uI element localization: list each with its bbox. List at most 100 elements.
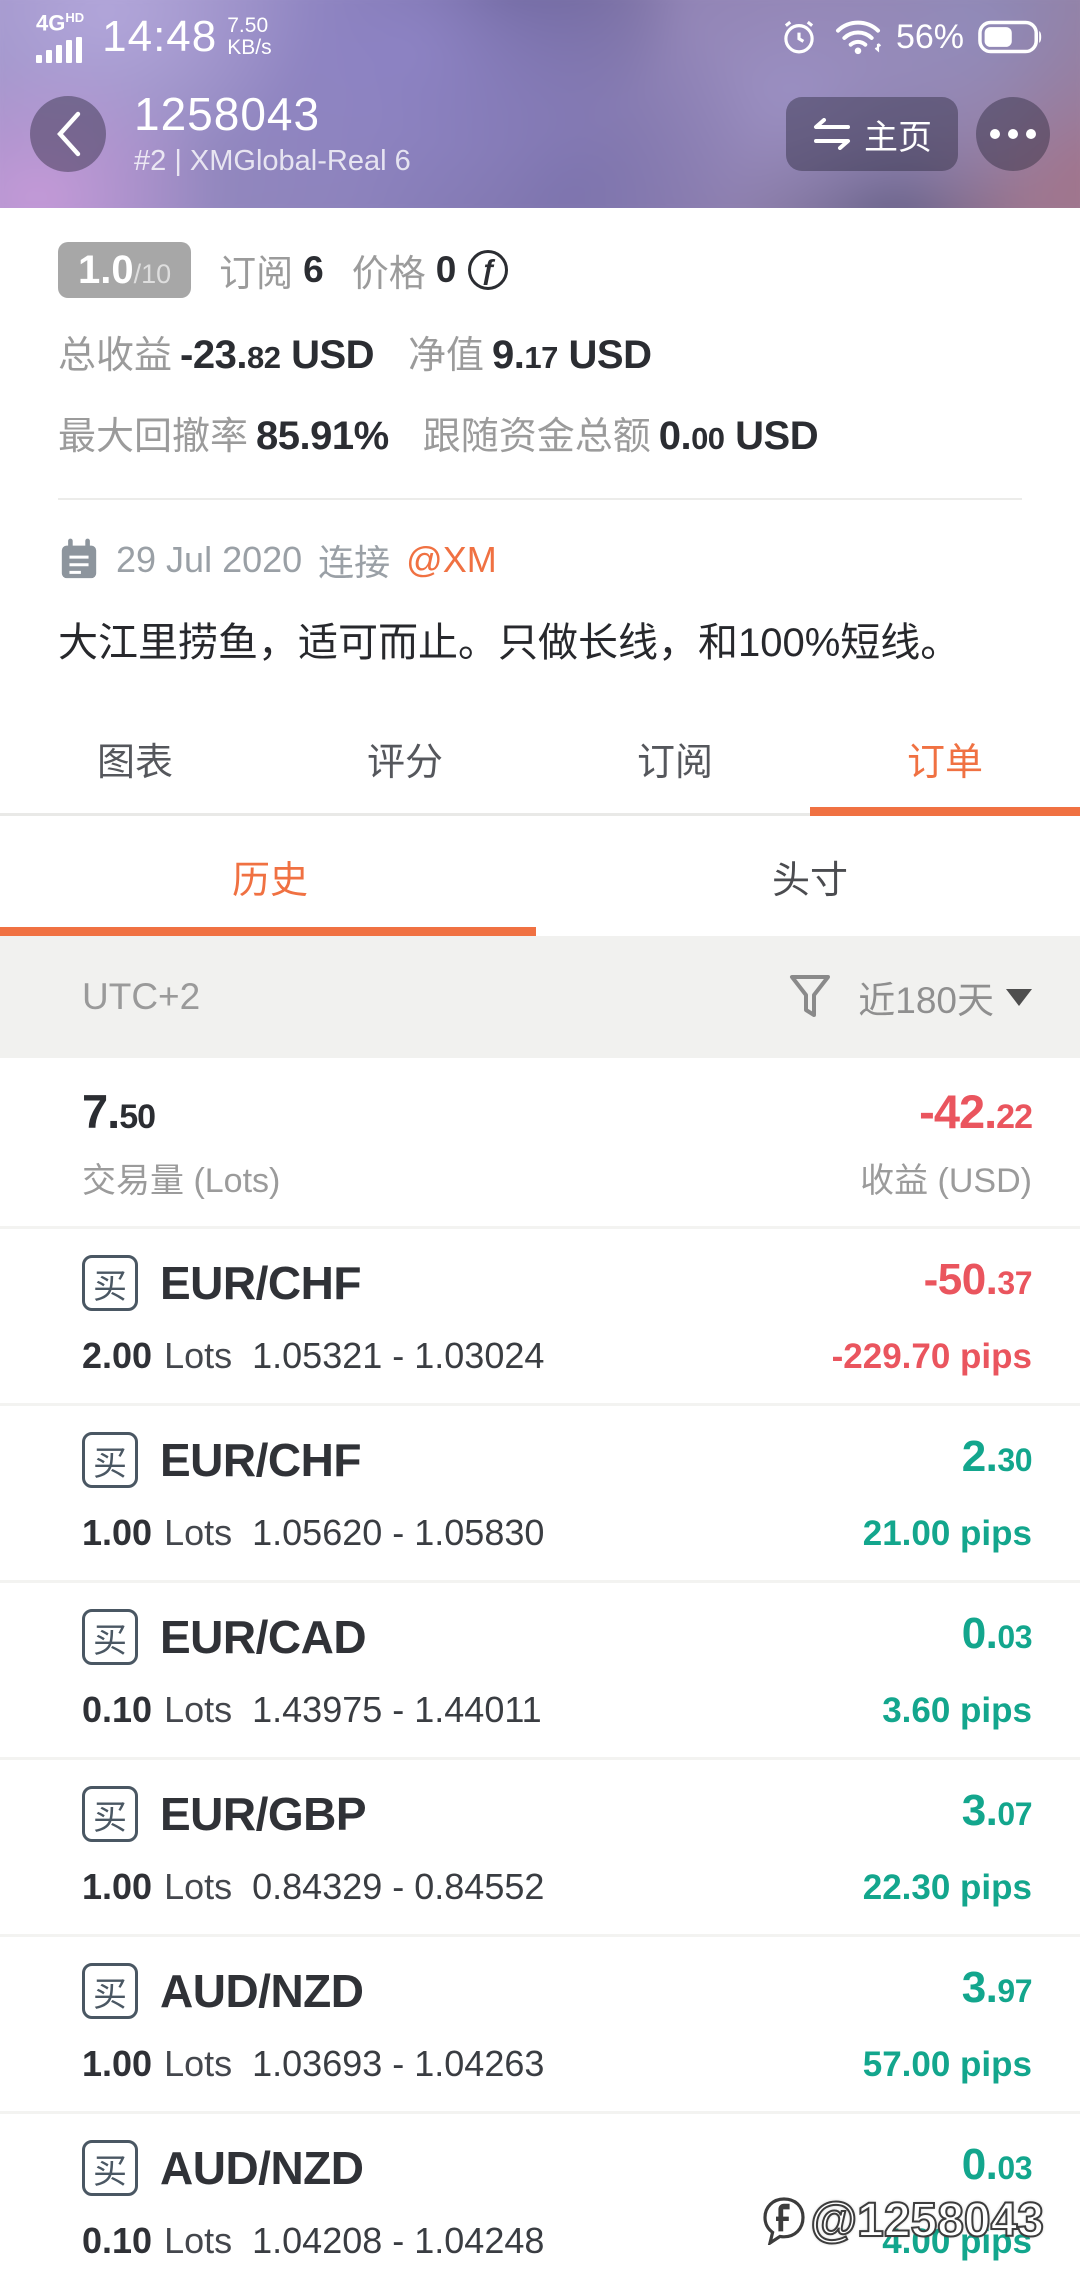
more-options-button[interactable]	[976, 97, 1050, 171]
subscriber-stat: 订阅 6	[219, 249, 324, 294]
calendar-icon	[61, 538, 97, 579]
title-block: 1258043 #2 | XMGlobal-Real 6	[134, 90, 411, 177]
divider	[58, 498, 1022, 500]
order-details: 0.10 Lots 1.43975 - 1.44011	[82, 1689, 542, 1731]
order-right: 0.03 4.00 pips	[882, 2140, 1032, 2280]
order-right: 3.07 22.30 pips	[862, 1786, 1033, 1934]
order-lots: 0.10	[82, 2220, 153, 2261]
rating-max: /10	[133, 259, 172, 289]
tab-charts[interactable]: 图表	[96, 742, 173, 784]
order-lots: 2.00	[82, 1335, 153, 1376]
order-left: 买 AUD/NZD 1.00 Lots 1.03693 - 1.04263	[82, 1963, 544, 2111]
order-left: 买 AUD/NZD 0.10 Lots 1.04208 - 1.04248	[82, 2140, 544, 2280]
profile-header: 4GHD 14:48 7.50 KB/s 56%	[0, 0, 1080, 208]
order-symbol: EUR/CHF	[160, 1257, 361, 1309]
filter-funnel-icon[interactable]	[788, 973, 832, 1021]
score-row: 1.0/10 订阅 6 价格 0 ƒ	[58, 242, 1022, 298]
home-button-label: 主页	[864, 118, 932, 157]
profile-metrics: 1.0/10 订阅 6 价格 0 ƒ 总收益 -23.82 USD 净值 9.1…	[0, 208, 1080, 670]
order-price-range: 1.05620 - 1.05830	[252, 1512, 545, 1553]
order-lots-unit: Lots	[164, 2220, 233, 2261]
account-subtitle: #2 | XMGlobal-Real 6	[134, 144, 411, 177]
order-row[interactable]: 买 EUR/CHF 2.00 Lots 1.05321 - 1.03024 -5…	[0, 1229, 1080, 1406]
filter-bar: UTC+2 近180天	[0, 936, 1080, 1058]
order-price-range: 1.05321 - 1.03024	[252, 1335, 545, 1376]
order-pips: 57.00 pips	[862, 2045, 1032, 2084]
order-row[interactable]: 买 AUD/NZD 0.10 Lots 1.04208 - 1.04248 0.…	[0, 2114, 1080, 2280]
battery-percent: 56%	[895, 17, 964, 56]
order-left: 买 EUR/GBP 1.00 Lots 0.84329 - 0.84552	[82, 1786, 544, 1934]
order-lots-unit: Lots	[164, 1689, 233, 1730]
tab-orders[interactable]: 订单	[810, 704, 1080, 816]
home-button[interactable]: 主页	[786, 97, 958, 171]
subtab-positions[interactable]: 头寸	[771, 859, 848, 902]
join-date: 29 Jul 2020	[116, 539, 303, 580]
volume-summary: 7.50 交易量 (Lots)	[82, 1084, 280, 1202]
order-list: 买 EUR/CHF 2.00 Lots 1.05321 - 1.03024 -5…	[0, 1226, 1080, 2280]
profit-summary: -42.22 收益 (USD)	[860, 1084, 1033, 1202]
join-verb: 连接	[318, 542, 391, 583]
order-price-range: 1.04208 - 1.04248	[252, 2220, 545, 2261]
wifi-icon	[835, 20, 882, 55]
chevron-left-icon	[57, 111, 81, 157]
follow-funds: 跟随资金总额 0.00 USD	[422, 414, 819, 458]
order-profit: 2.30	[961, 1432, 1033, 1481]
buy-badge: 买	[82, 1963, 138, 2019]
tab-rating[interactable]: 评分	[366, 742, 443, 784]
profit-row: 总收益 -23.82 USD 净值 9.17 USD	[58, 324, 1022, 379]
order-lots: 1.00	[82, 1866, 153, 1907]
buy-badge: 买	[82, 1432, 138, 1488]
order-lots-unit: Lots	[164, 2043, 233, 2084]
buy-badge: 买	[82, 1786, 138, 1842]
total-profit-label: 收益 (USD)	[860, 1162, 1032, 1200]
timezone-label: UTC+2	[82, 976, 201, 1017]
price-stat: 价格 0 ƒ	[352, 243, 509, 297]
order-details: 2.00 Lots 1.05321 - 1.03024	[82, 1335, 544, 1377]
nav-row: 1258043 #2 | XMGlobal-Real 6 主页	[0, 90, 1080, 177]
fcoin-icon: ƒ	[468, 250, 509, 290]
order-left: 买 EUR/CHF 1.00 Lots 1.05620 - 1.05830	[82, 1432, 544, 1580]
order-pips: 21.00 pips	[862, 1514, 1032, 1553]
order-right: -50.37 -229.70 pips	[832, 1255, 1033, 1403]
order-subtabs: 历史 头寸	[0, 816, 1080, 936]
order-lots-unit: Lots	[164, 1335, 233, 1376]
status-time: 14:48	[102, 12, 218, 61]
order-row[interactable]: 买 EUR/CAD 0.10 Lots 1.43975 - 1.44011 0.…	[0, 1583, 1080, 1760]
rating-value: 1.0	[78, 248, 134, 292]
alarm-clock-icon	[784, 20, 814, 54]
rating-badge: 1.0/10	[58, 242, 192, 298]
back-button[interactable]	[30, 96, 106, 172]
network-speed: 7.50 KB/s	[227, 13, 272, 59]
order-symbol: AUD/NZD	[160, 1965, 364, 2017]
order-lots: 1.00	[82, 1512, 153, 1553]
order-pips: 3.60 pips	[882, 1691, 1032, 1730]
order-pips: 22.30 pips	[862, 1868, 1032, 1907]
order-lots-unit: Lots	[164, 1512, 233, 1553]
buy-badge: 买	[82, 1609, 138, 1665]
order-profit: -50.37	[923, 1255, 1033, 1304]
order-profit: 0.03	[961, 1609, 1033, 1658]
order-profit: 3.07	[961, 1786, 1033, 1835]
order-lots-unit: Lots	[164, 1866, 233, 1907]
order-details: 1.00 Lots 1.05620 - 1.05830	[82, 1512, 544, 1554]
order-left: 买 EUR/CAD 0.10 Lots 1.43975 - 1.44011	[82, 1609, 542, 1757]
total-profit: 总收益 -23.82 USD	[58, 333, 375, 377]
trader-bio: 大江里捞鱼，适可而止。只做长线，和100%短线。	[58, 621, 961, 665]
order-row[interactable]: 买 EUR/GBP 1.00 Lots 0.84329 - 0.84552 3.…	[0, 1760, 1080, 1937]
tab-subscribe[interactable]: 订阅	[636, 742, 713, 784]
order-row[interactable]: 买 AUD/NZD 1.00 Lots 1.03693 - 1.04263 3.…	[0, 1937, 1080, 2114]
order-right: 2.30 21.00 pips	[862, 1432, 1033, 1580]
order-left: 买 EUR/CHF 2.00 Lots 1.05321 - 1.03024	[82, 1255, 544, 1403]
total-profit-value: -42.22	[919, 1085, 1033, 1138]
battery-icon	[978, 20, 1042, 54]
order-row[interactable]: 买 EUR/CHF 1.00 Lots 1.05620 - 1.05830 2.…	[0, 1406, 1080, 1583]
subtab-history[interactable]: 历史	[0, 816, 540, 936]
order-symbol: EUR/GBP	[160, 1788, 367, 1840]
order-profit: 3.97	[961, 1963, 1033, 2012]
network-type-label: 4GHD	[36, 9, 85, 36]
date-range-dropdown[interactable]: 近180天	[858, 970, 1032, 1024]
caret-down-icon	[1006, 988, 1032, 1006]
broker-link[interactable]: @XM	[406, 539, 497, 580]
total-volume-label: 交易量 (Lots)	[82, 1162, 281, 1200]
order-symbol: AUD/NZD	[160, 2142, 364, 2194]
